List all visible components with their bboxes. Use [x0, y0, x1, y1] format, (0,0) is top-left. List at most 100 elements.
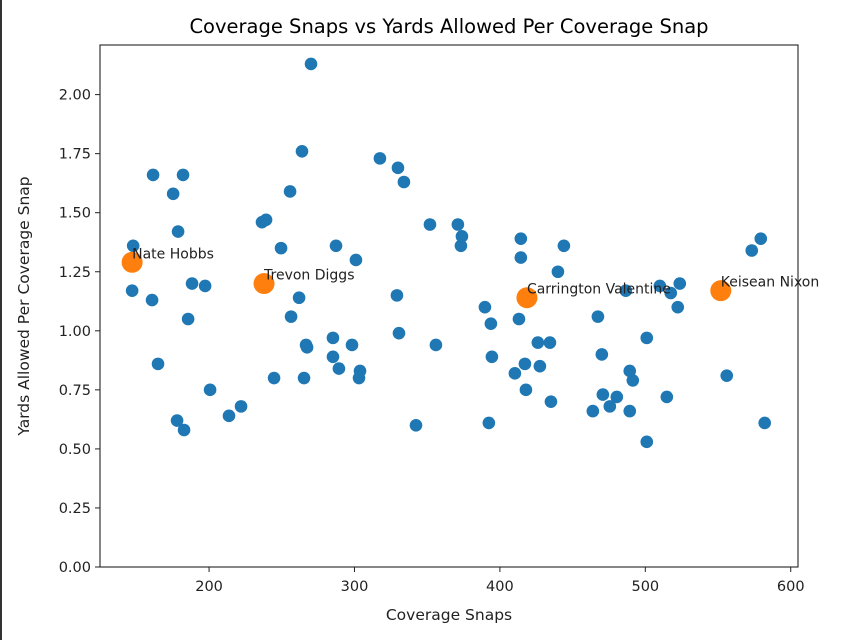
- data-point: [745, 244, 759, 257]
- data-point: [423, 218, 437, 231]
- data-point: [373, 152, 387, 165]
- data-point: [397, 175, 411, 189]
- data-point: [640, 331, 654, 345]
- data-point: [409, 418, 423, 432]
- data-point: [126, 239, 140, 253]
- data-point: [544, 395, 558, 408]
- data-point: [292, 291, 306, 305]
- highlighted-point: [121, 251, 143, 273]
- data-point: [514, 232, 528, 245]
- data-point: [591, 310, 605, 323]
- data-point: [557, 239, 571, 253]
- data-point: [514, 251, 528, 264]
- point-annotation: Carrington Valentine: [527, 282, 671, 298]
- data-point: [596, 388, 610, 401]
- data-point: [171, 225, 185, 238]
- highlighted-point: [253, 273, 275, 295]
- y-axis-label: Yards Allowed Per Coverage Snap: [15, 176, 33, 436]
- data-point: [295, 144, 309, 158]
- data-point: [664, 286, 678, 300]
- x-tick-label: 200: [195, 579, 223, 595]
- data-point: [640, 435, 654, 449]
- data-point: [166, 187, 180, 201]
- y-tick-label: 0.00: [59, 560, 91, 576]
- data-point: [176, 168, 190, 182]
- data-point: [660, 390, 674, 404]
- data-point: [198, 279, 212, 293]
- axes-frame: [99, 44, 799, 568]
- data-point: [619, 284, 633, 297]
- data-point: [485, 350, 499, 364]
- data-point: [673, 277, 687, 290]
- data-point: [533, 359, 547, 373]
- data-point: [146, 168, 160, 182]
- data-point: [720, 369, 734, 382]
- data-point: [512, 312, 526, 326]
- data-point: [332, 362, 346, 375]
- data-point: [151, 357, 165, 371]
- data-point: [671, 300, 685, 314]
- data-point: [222, 409, 236, 423]
- highlighted-point: [516, 287, 538, 309]
- data-point: [454, 239, 468, 253]
- data-point: [349, 253, 363, 267]
- data-point: [283, 185, 297, 198]
- data-point: [455, 230, 469, 243]
- highlighted-point: [710, 280, 732, 302]
- data-point: [326, 350, 340, 364]
- data-point: [595, 348, 609, 361]
- data-point: [177, 423, 191, 437]
- x-tick-label: 600: [777, 579, 805, 595]
- point-annotation: Trevon Diggs: [263, 268, 354, 284]
- data-point: [203, 383, 217, 397]
- x-axis: 200 300 400 500 600: [195, 567, 805, 595]
- data-point: [603, 400, 617, 413]
- window-frame-edge: [0, 0, 2, 640]
- x-tick-label: 400: [486, 579, 514, 595]
- data-point: [145, 293, 159, 307]
- y-tick-label: 0.75: [59, 383, 91, 399]
- data-point: [234, 400, 248, 413]
- data-point: [326, 331, 340, 345]
- data-point: [586, 404, 600, 418]
- data-point: [125, 284, 139, 297]
- y-axis: 0.00 0.25 0.50 0.75 1.00 1.25 1.50 1.75 2.00: [59, 88, 100, 576]
- data-point: [482, 416, 496, 430]
- data-point: [284, 310, 298, 323]
- highlight-layer: Nate Hobbs Trevon Diggs Carrington Valenti…: [121, 246, 819, 309]
- y-tick-label: 0.25: [59, 501, 91, 517]
- x-tick-label: 500: [631, 579, 659, 595]
- data-point: [300, 341, 314, 354]
- data-point: [304, 57, 318, 71]
- data-point: [543, 336, 557, 349]
- y-tick-label: 0.50: [59, 442, 91, 458]
- data-point: [391, 161, 405, 175]
- x-axis-label: Coverage Snaps: [386, 606, 512, 624]
- y-tick-label: 1.00: [59, 324, 91, 340]
- data-point: [170, 414, 184, 427]
- data-point: [329, 239, 343, 253]
- y-tick-label: 2.00: [59, 88, 91, 104]
- plot-area: [100, 45, 798, 567]
- y-tick-label: 1.50: [59, 206, 91, 222]
- data-point: [390, 289, 404, 302]
- data-point: [754, 232, 768, 245]
- data-point: [484, 317, 498, 331]
- chart-title: Coverage Snaps vs Yards Allowed Per Cove…: [189, 15, 708, 38]
- data-point: [185, 277, 199, 290]
- data-point: [626, 374, 640, 387]
- points-layer: [125, 57, 771, 449]
- data-point: [274, 241, 288, 255]
- data-point: [518, 357, 532, 371]
- data-point: [653, 279, 667, 293]
- data-point: [478, 300, 492, 314]
- data-point: [623, 404, 637, 418]
- data-point: [508, 367, 522, 380]
- data-point: [451, 218, 465, 231]
- data-point: [181, 312, 195, 326]
- data-point: [519, 383, 533, 397]
- data-point: [345, 338, 359, 352]
- data-point: [267, 371, 281, 385]
- data-point: [429, 338, 443, 352]
